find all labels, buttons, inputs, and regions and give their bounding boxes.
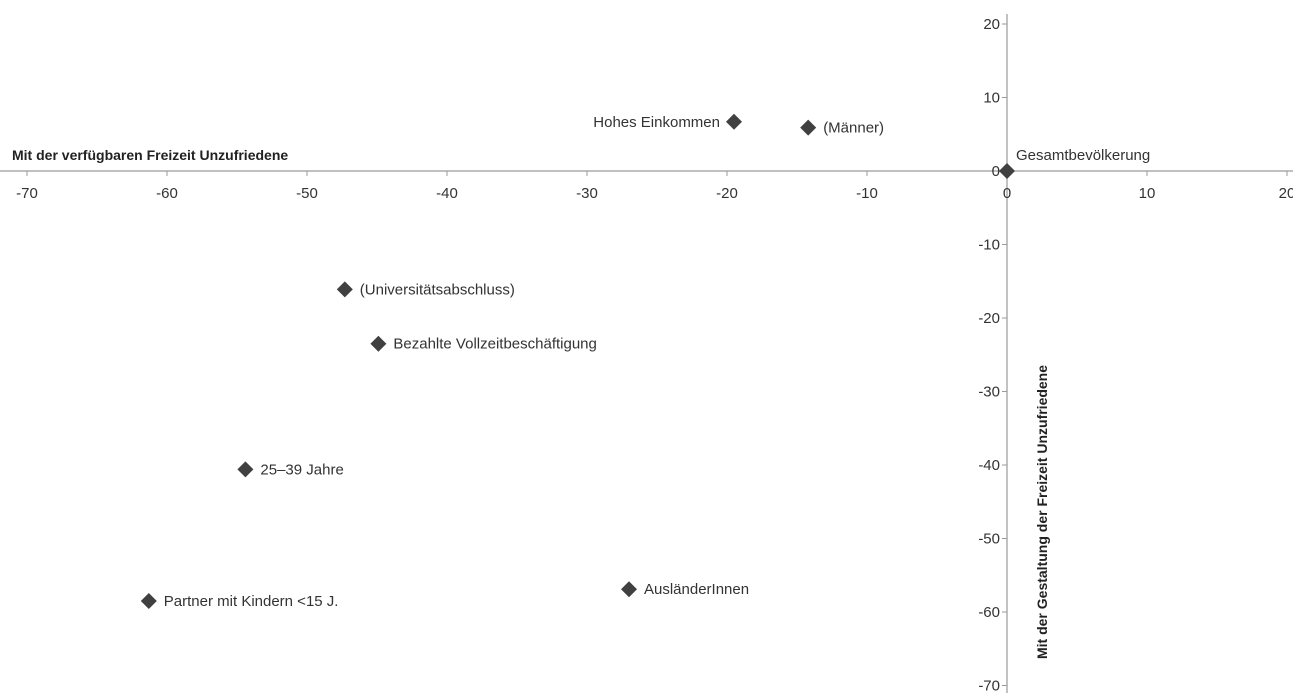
data-point: (Universitätsabschluss) [336, 281, 515, 298]
y-tick-label: 20 [983, 16, 1000, 33]
diamond-marker [237, 461, 254, 478]
point-label: Bezahlte Vollzeitbeschäftigung [393, 336, 596, 353]
diamond-marker [140, 592, 157, 609]
x-axis-ticks: -70 -60 -50 -40 -30 -20 -10 0 10 20 [16, 171, 1293, 202]
y-tick-label: 0 [992, 163, 1000, 180]
point-label: AusländerInnen [644, 581, 749, 598]
data-point: Hohes Einkommen [593, 113, 742, 131]
data-point: 25–39 Jahre [237, 461, 344, 478]
diamond-marker [726, 113, 742, 130]
y-tick-label: -40 [978, 457, 1000, 474]
data-point: Bezahlte Vollzeitbeschäftigung [370, 335, 597, 353]
data-points: Hohes Einkommen (Männer) Gesamtbevölkerung… [140, 113, 1150, 610]
x-tick-label: -30 [576, 185, 598, 202]
x-tick-label: -10 [856, 185, 878, 202]
y-axis-ticks: 20 10 0 -10 -20 -30 -40 -50 -60 -70 [978, 16, 1007, 693]
point-label: Partner mit Kindern <15 J. [164, 593, 339, 610]
y-tick-label: -60 [978, 604, 1000, 621]
y-tick-label: -20 [978, 310, 1000, 327]
diamond-marker [370, 335, 387, 352]
x-tick-label: -60 [156, 185, 178, 202]
point-label: Gesamtbevölkerung [1016, 147, 1150, 164]
diamond-marker [800, 119, 817, 136]
point-label: (Universitätsabschluss) [360, 281, 515, 298]
data-point: Gesamtbevölkerung [999, 147, 1150, 179]
diamond-marker [621, 581, 637, 598]
point-label: (Männer) [823, 120, 884, 137]
x-tick-label: 10 [1139, 185, 1156, 202]
diamond-marker [999, 163, 1015, 179]
x-tick-label: -20 [716, 185, 738, 202]
data-point: AusländerInnen [621, 581, 749, 598]
x-tick-label: 0 [1003, 185, 1011, 202]
data-point: (Männer) [800, 120, 884, 137]
data-point: Partner mit Kindern <15 J. [140, 592, 339, 610]
axes [0, 14, 1293, 693]
y-axis-title: Mit der Gestaltung der Freizeit Unzufrie… [1034, 365, 1050, 659]
x-tick-label: -70 [16, 185, 38, 202]
diamond-marker [336, 281, 353, 298]
x-tick-label: 20 [1279, 185, 1293, 202]
y-tick-label: -70 [978, 678, 1000, 693]
point-label: 25–39 Jahre [260, 461, 343, 478]
point-label: Hohes Einkommen [593, 114, 720, 131]
y-tick-label: -10 [978, 237, 1000, 254]
x-axis-title: Mit der verfügbaren Freizeit Unzufrieden… [12, 147, 288, 163]
x-tick-label: -50 [296, 185, 318, 202]
y-tick-label: 10 [983, 90, 1000, 107]
y-tick-label: -30 [978, 384, 1000, 401]
y-tick-label: -50 [978, 531, 1000, 548]
x-tick-label: -40 [436, 185, 458, 202]
